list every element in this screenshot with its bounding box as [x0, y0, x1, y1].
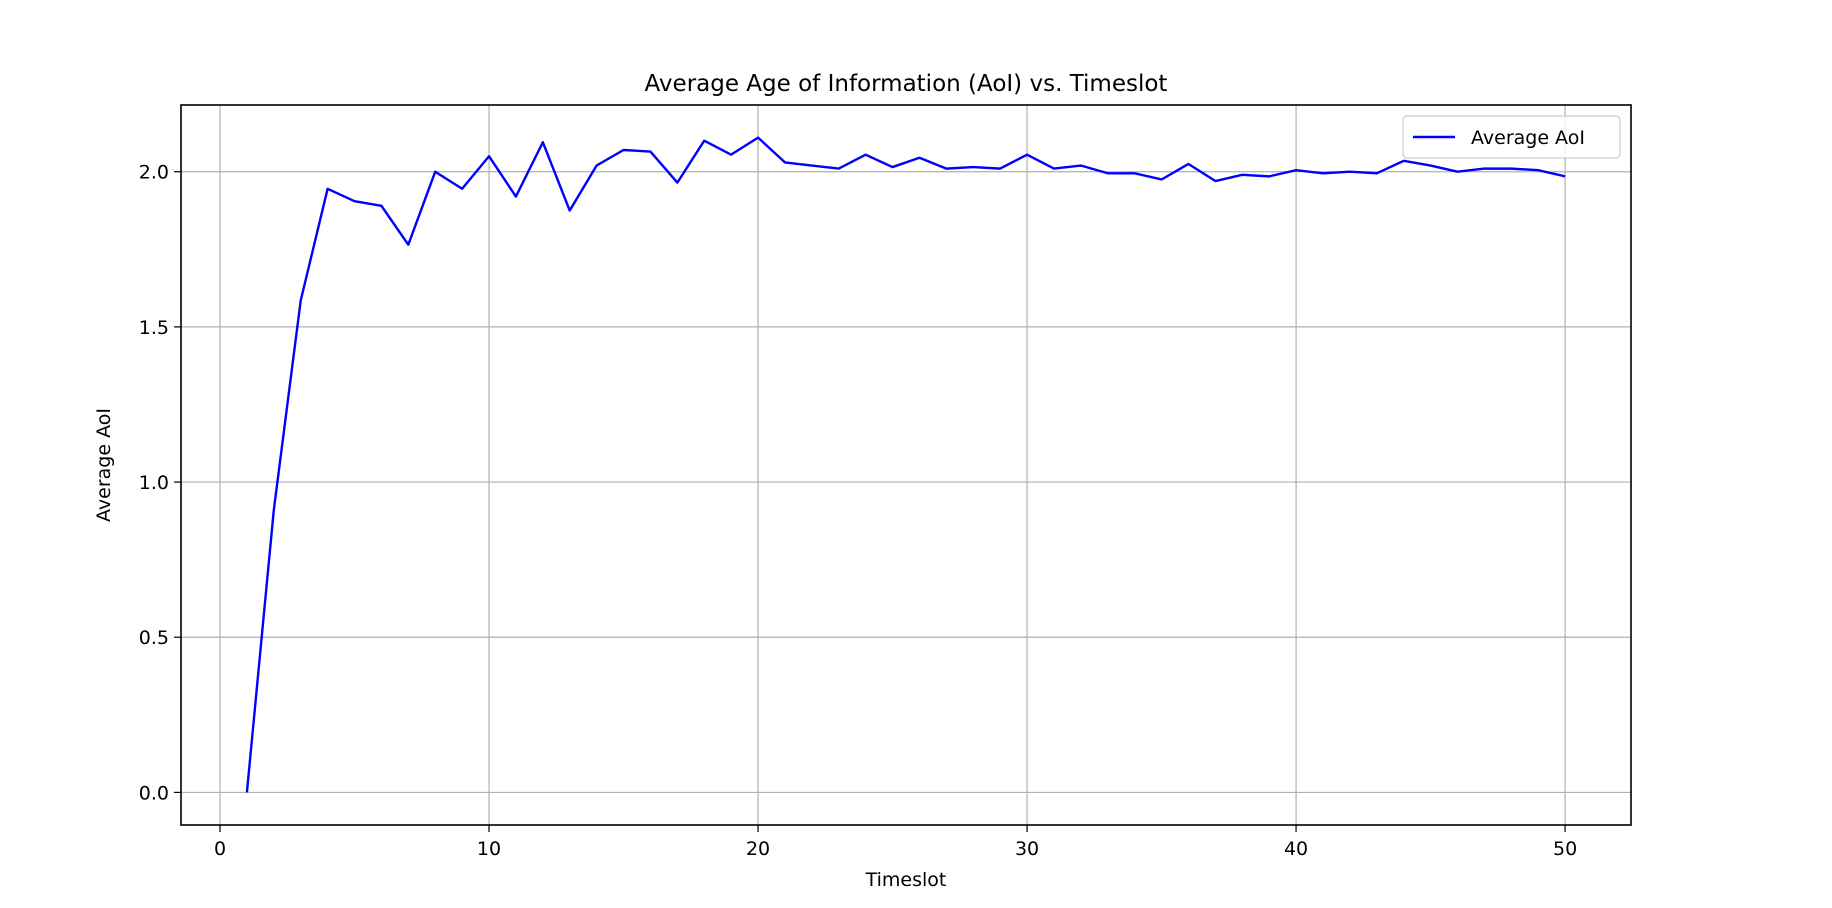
- chart-title: Average Age of Information (AoI) vs. Tim…: [645, 71, 1168, 97]
- legend-box: [1402, 115, 1621, 159]
- y-tick-label: 0.0: [139, 782, 169, 804]
- y-tick-label: 2.0: [139, 162, 169, 184]
- series-layer: [245, 136, 1566, 793]
- x-tick-label: 20: [746, 838, 770, 860]
- grid: [181, 105, 1631, 825]
- legend: Average AoI: [1402, 115, 1621, 159]
- x-tick-label: 30: [1015, 838, 1039, 860]
- y-tick-label: 1.0: [139, 472, 169, 494]
- series-line-0: [245, 136, 1566, 793]
- x-axis-label: Timeslot: [865, 869, 947, 891]
- y-axis-label: Average AoI: [93, 408, 115, 522]
- x-tick-label: 50: [1553, 838, 1577, 860]
- plot-frame: [180, 104, 1632, 826]
- legend-label: Average AoI: [1471, 127, 1585, 149]
- x-tick-label: 10: [477, 838, 501, 860]
- x-tick-label: 40: [1284, 838, 1308, 860]
- y-tick-label: 0.5: [139, 627, 169, 649]
- ticks: 0 10 20 30 40 50 0.0 0.5 1.0 1.5 2.0: [139, 162, 1577, 860]
- x-tick-label: 0: [214, 838, 226, 860]
- y-tick-label: 1.5: [139, 317, 169, 339]
